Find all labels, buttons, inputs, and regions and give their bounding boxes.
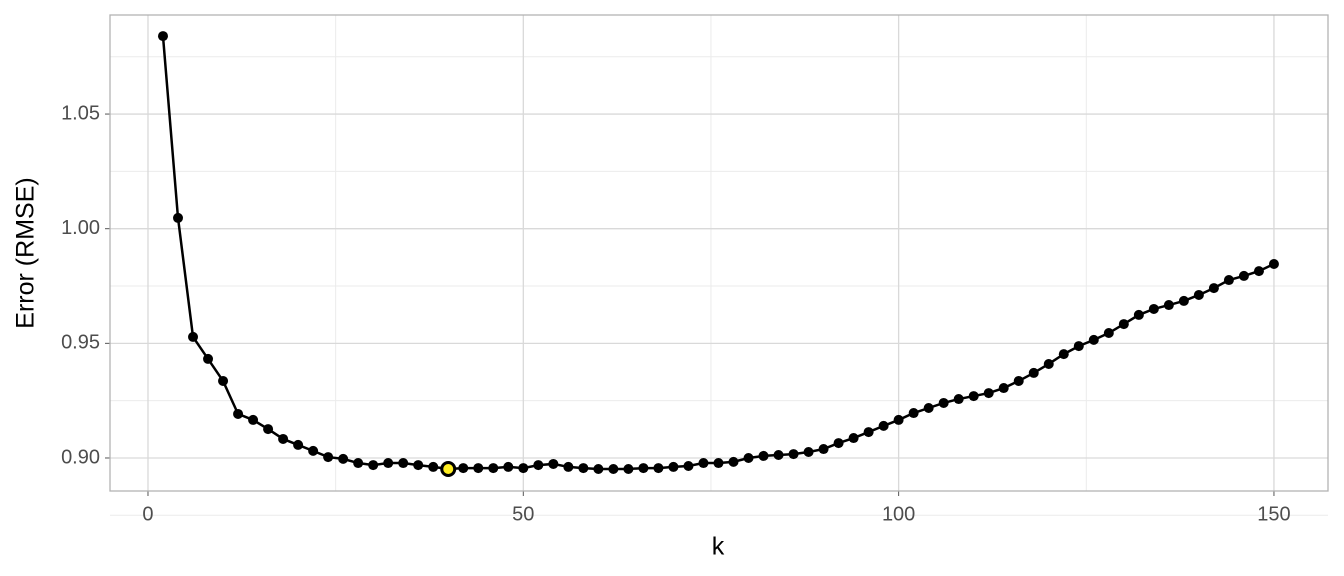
point (1148, 303, 1159, 314)
point (413, 460, 424, 471)
point (173, 212, 184, 223)
point (338, 453, 349, 464)
point (713, 458, 724, 469)
point (668, 461, 679, 472)
point (278, 433, 289, 444)
point (1118, 319, 1129, 330)
panel-border (109, 14, 1329, 492)
point (233, 408, 244, 419)
point (1193, 289, 1204, 300)
point (863, 427, 874, 438)
y-tick-label: 0.95 (61, 332, 100, 354)
point (1178, 295, 1189, 306)
point (1163, 300, 1174, 311)
point (1073, 341, 1084, 352)
point (1058, 349, 1069, 360)
point (608, 463, 619, 474)
point (833, 438, 844, 449)
point (1223, 275, 1234, 286)
point (218, 375, 229, 386)
point (698, 458, 709, 469)
point (683, 461, 694, 472)
point (578, 463, 589, 474)
point (1028, 367, 1039, 378)
point (368, 460, 379, 471)
y-axis-title: Error (RMSE) (12, 177, 40, 328)
point (383, 458, 394, 469)
point (893, 414, 904, 425)
point (593, 463, 604, 474)
point (548, 458, 559, 469)
point (308, 445, 319, 456)
point (818, 444, 829, 455)
point (398, 458, 409, 469)
point (788, 449, 799, 460)
point (1268, 259, 1279, 270)
point (428, 461, 439, 472)
x-tick-label: 100 (882, 503, 915, 525)
point (293, 439, 304, 450)
point (488, 463, 499, 474)
point (908, 408, 919, 419)
point (353, 458, 364, 469)
point (743, 452, 754, 463)
x-tick-label: 50 (512, 503, 534, 525)
point (323, 452, 334, 463)
point (983, 388, 994, 399)
point (563, 461, 574, 472)
point (1208, 283, 1219, 294)
point (773, 450, 784, 461)
point (968, 391, 979, 402)
point (1103, 328, 1114, 339)
point (1133, 309, 1144, 320)
point (503, 461, 514, 472)
point (938, 397, 949, 408)
point (758, 450, 769, 461)
point (248, 414, 259, 425)
point (1088, 334, 1099, 345)
x-axis-title: k (712, 533, 725, 561)
point (848, 433, 859, 444)
x-tick-label: 0 (142, 503, 153, 525)
point (803, 447, 814, 458)
point (998, 383, 1009, 394)
x-tick-label: 150 (1257, 503, 1290, 525)
point (1043, 358, 1054, 369)
point (473, 463, 484, 474)
point (1253, 266, 1264, 277)
point (638, 463, 649, 474)
point (1238, 270, 1249, 281)
point (623, 463, 634, 474)
point (728, 456, 739, 467)
point (188, 331, 199, 342)
point (878, 420, 889, 431)
point (653, 463, 664, 474)
point (458, 463, 469, 474)
y-tick-label: 1.05 (61, 102, 100, 124)
point (1013, 375, 1024, 386)
point (263, 424, 274, 435)
point (953, 394, 964, 405)
point (518, 463, 529, 474)
point (157, 31, 168, 42)
highlight-point (440, 460, 457, 477)
point (923, 402, 934, 413)
y-tick-label: 1.00 (61, 217, 100, 239)
point (203, 353, 214, 364)
point (533, 460, 544, 471)
y-tick-label: 0.90 (61, 446, 100, 468)
